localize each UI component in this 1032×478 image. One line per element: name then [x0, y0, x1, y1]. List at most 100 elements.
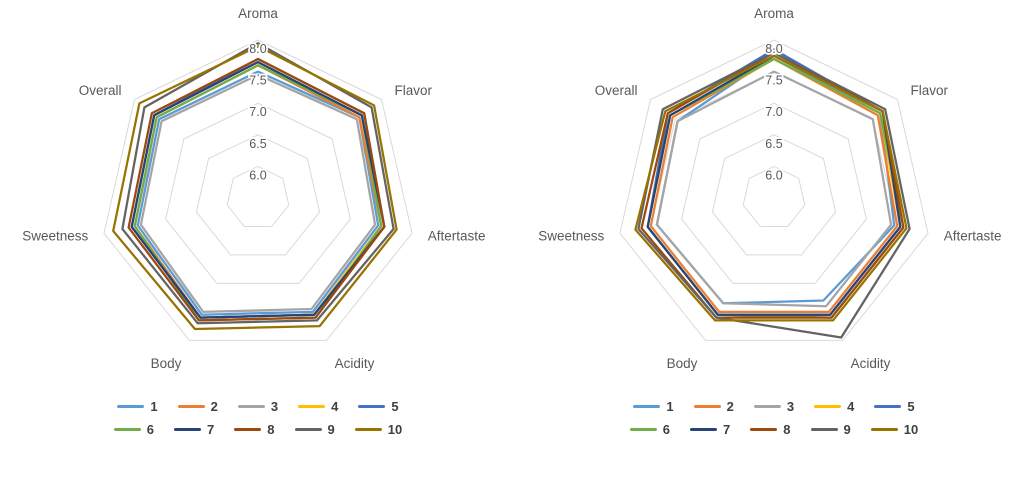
- legend-line-swatch: [870, 428, 898, 431]
- grid-ring: [711, 134, 837, 256]
- radial-tick-label: 6.0: [765, 168, 782, 182]
- radial-tick-label: 8.0: [249, 42, 266, 56]
- grid-ring: [681, 102, 867, 284]
- axis-label-sweetness: Sweetness: [22, 228, 88, 243]
- legend-series-label: 9: [843, 422, 851, 437]
- axis-label-acidity: Acidity: [851, 356, 891, 371]
- legend-series-label: 9: [327, 422, 335, 437]
- grid-ring: [742, 165, 806, 227]
- legend-item-2: 2: [177, 399, 218, 414]
- legend-item-1: 1: [117, 399, 158, 414]
- legend-line-swatch: [874, 405, 902, 408]
- legend-item-10: 10: [354, 422, 403, 437]
- radial-tick-label: 7.0: [249, 105, 266, 119]
- legend-line-swatch: [629, 428, 657, 431]
- legend-series-label: 8: [267, 422, 275, 437]
- legend-series-label: 10: [387, 422, 403, 437]
- radial-tick-label: 8.0: [765, 42, 782, 56]
- legend-row: 1 2 3 4 5: [630, 399, 918, 414]
- series-line-10: [634, 54, 908, 322]
- legend-item-3: 3: [753, 399, 795, 414]
- legend-item-7: 7: [174, 422, 214, 437]
- legend-series-label: 3: [270, 399, 279, 414]
- legend-item-2: 2: [693, 399, 734, 414]
- legend-right: 1 2 3 4 5 6 7 8 9 10: [629, 399, 919, 437]
- radial-tick-label: 7.0: [765, 105, 782, 119]
- legend-line-swatch: [753, 405, 781, 408]
- series-line-7: [646, 54, 902, 316]
- legend-item-6: 6: [629, 422, 671, 437]
- legend-line-swatch: [234, 428, 262, 431]
- legend-series-label: 10: [903, 422, 919, 437]
- legend-item-10: 10: [870, 422, 919, 437]
- legend-series-label: 5: [907, 399, 915, 414]
- axis-label-flavor: Flavor: [395, 83, 433, 98]
- legend-line-swatch: [690, 428, 718, 431]
- series-line-8: [127, 57, 386, 322]
- legend-series-label: 7: [207, 422, 215, 437]
- legend-line-swatch: [693, 405, 721, 408]
- axis-label-aftertaste: Aftertaste: [944, 228, 1002, 243]
- legend-line-swatch: [633, 405, 661, 408]
- axis-label-flavor: Flavor: [911, 83, 949, 98]
- legend-series-label: 4: [331, 399, 339, 414]
- legend-line-swatch: [354, 428, 382, 431]
- axis-label-aftertaste: Aftertaste: [428, 228, 486, 243]
- legend-item-8: 8: [234, 422, 275, 437]
- legend-item-7: 7: [690, 422, 730, 437]
- grid-ring: [103, 39, 413, 341]
- legend-line-swatch: [298, 405, 326, 408]
- legend-line-swatch: [117, 405, 145, 408]
- legend-item-5: 5: [358, 399, 399, 414]
- radial-tick-label: 7.5: [765, 74, 782, 88]
- legend-series-label: 2: [726, 399, 734, 414]
- legend-item-4: 4: [814, 399, 854, 414]
- radar-chart-left: 6.0 6.5 7.0 7.5 8.0 Aroma Flavor Aftertaste Acid…: [22, 6, 486, 437]
- radar-plot-mount-right: 6.0 6.5 7.0 7.5 8.0 Aroma Flavor Aftertaste Acid…: [516, 0, 1032, 389]
- legend-series-label: 8: [783, 422, 791, 437]
- legend-series-label: 5: [391, 399, 399, 414]
- legend-line-swatch: [358, 405, 386, 408]
- series-line-9: [637, 51, 911, 339]
- radar-plot-right: 6.0 6.5 7.0 7.5 8.0 Aroma Flavor Aftertaste Acid…: [538, 6, 1002, 371]
- series-line-7: [130, 60, 386, 319]
- legend-line-swatch: [810, 428, 838, 431]
- series-line-10: [112, 45, 398, 331]
- legend-line-swatch: [174, 428, 202, 431]
- axis-label-aroma: Aroma: [238, 6, 278, 21]
- legend-series-label: 6: [662, 422, 671, 437]
- radial-tick-label: 6.5: [249, 137, 266, 151]
- axis-label-sweetness: Sweetness: [538, 228, 604, 243]
- grid-ring: [165, 102, 351, 284]
- legend-series-label: 6: [146, 422, 155, 437]
- legend-item-4: 4: [298, 399, 338, 414]
- legend-line-swatch: [294, 428, 322, 431]
- series-line-3: [655, 70, 893, 308]
- legend-item-6: 6: [113, 422, 155, 437]
- legend-line-swatch: [750, 428, 778, 431]
- legend-item-9: 9: [810, 422, 851, 437]
- legend-line-swatch: [177, 405, 205, 408]
- axis-label-overall: Overall: [595, 83, 638, 98]
- legend-item-9: 9: [294, 422, 335, 437]
- radar-chart-right: 6.0 6.5 7.0 7.5 8.0 Aroma Flavor Aftertaste Acid…: [516, 0, 1032, 478]
- legend-item-5: 5: [874, 399, 915, 414]
- radial-tick-label: 6.0: [249, 168, 266, 182]
- axis-label-body: Body: [667, 356, 698, 371]
- legend-left: 1 2 3 4 5 6 7 8 9 10: [113, 399, 403, 437]
- legend-line-swatch: [237, 405, 265, 408]
- radar-plot-left: 6.0 6.5 7.0 7.5 8.0 Aroma Flavor Aftertaste Acid…: [22, 6, 486, 371]
- legend-series-label: 2: [210, 399, 218, 414]
- legend-series-label: 7: [723, 422, 731, 437]
- grid-ring: [226, 165, 290, 227]
- radial-tick-label: 6.5: [765, 137, 782, 151]
- axis-label-aroma: Aroma: [754, 6, 794, 21]
- axis-label-body: Body: [151, 356, 182, 371]
- legend-series-label: 3: [786, 399, 795, 414]
- series-line-9: [121, 42, 395, 325]
- legend-row: 6 7 8 9 10: [113, 422, 403, 437]
- radial-tick-label: 7.5: [249, 74, 266, 88]
- legend-row: 1 2 3 4 5: [114, 399, 402, 414]
- series-line-3: [139, 73, 377, 314]
- legend-row: 6 7 8 9 10: [629, 422, 919, 437]
